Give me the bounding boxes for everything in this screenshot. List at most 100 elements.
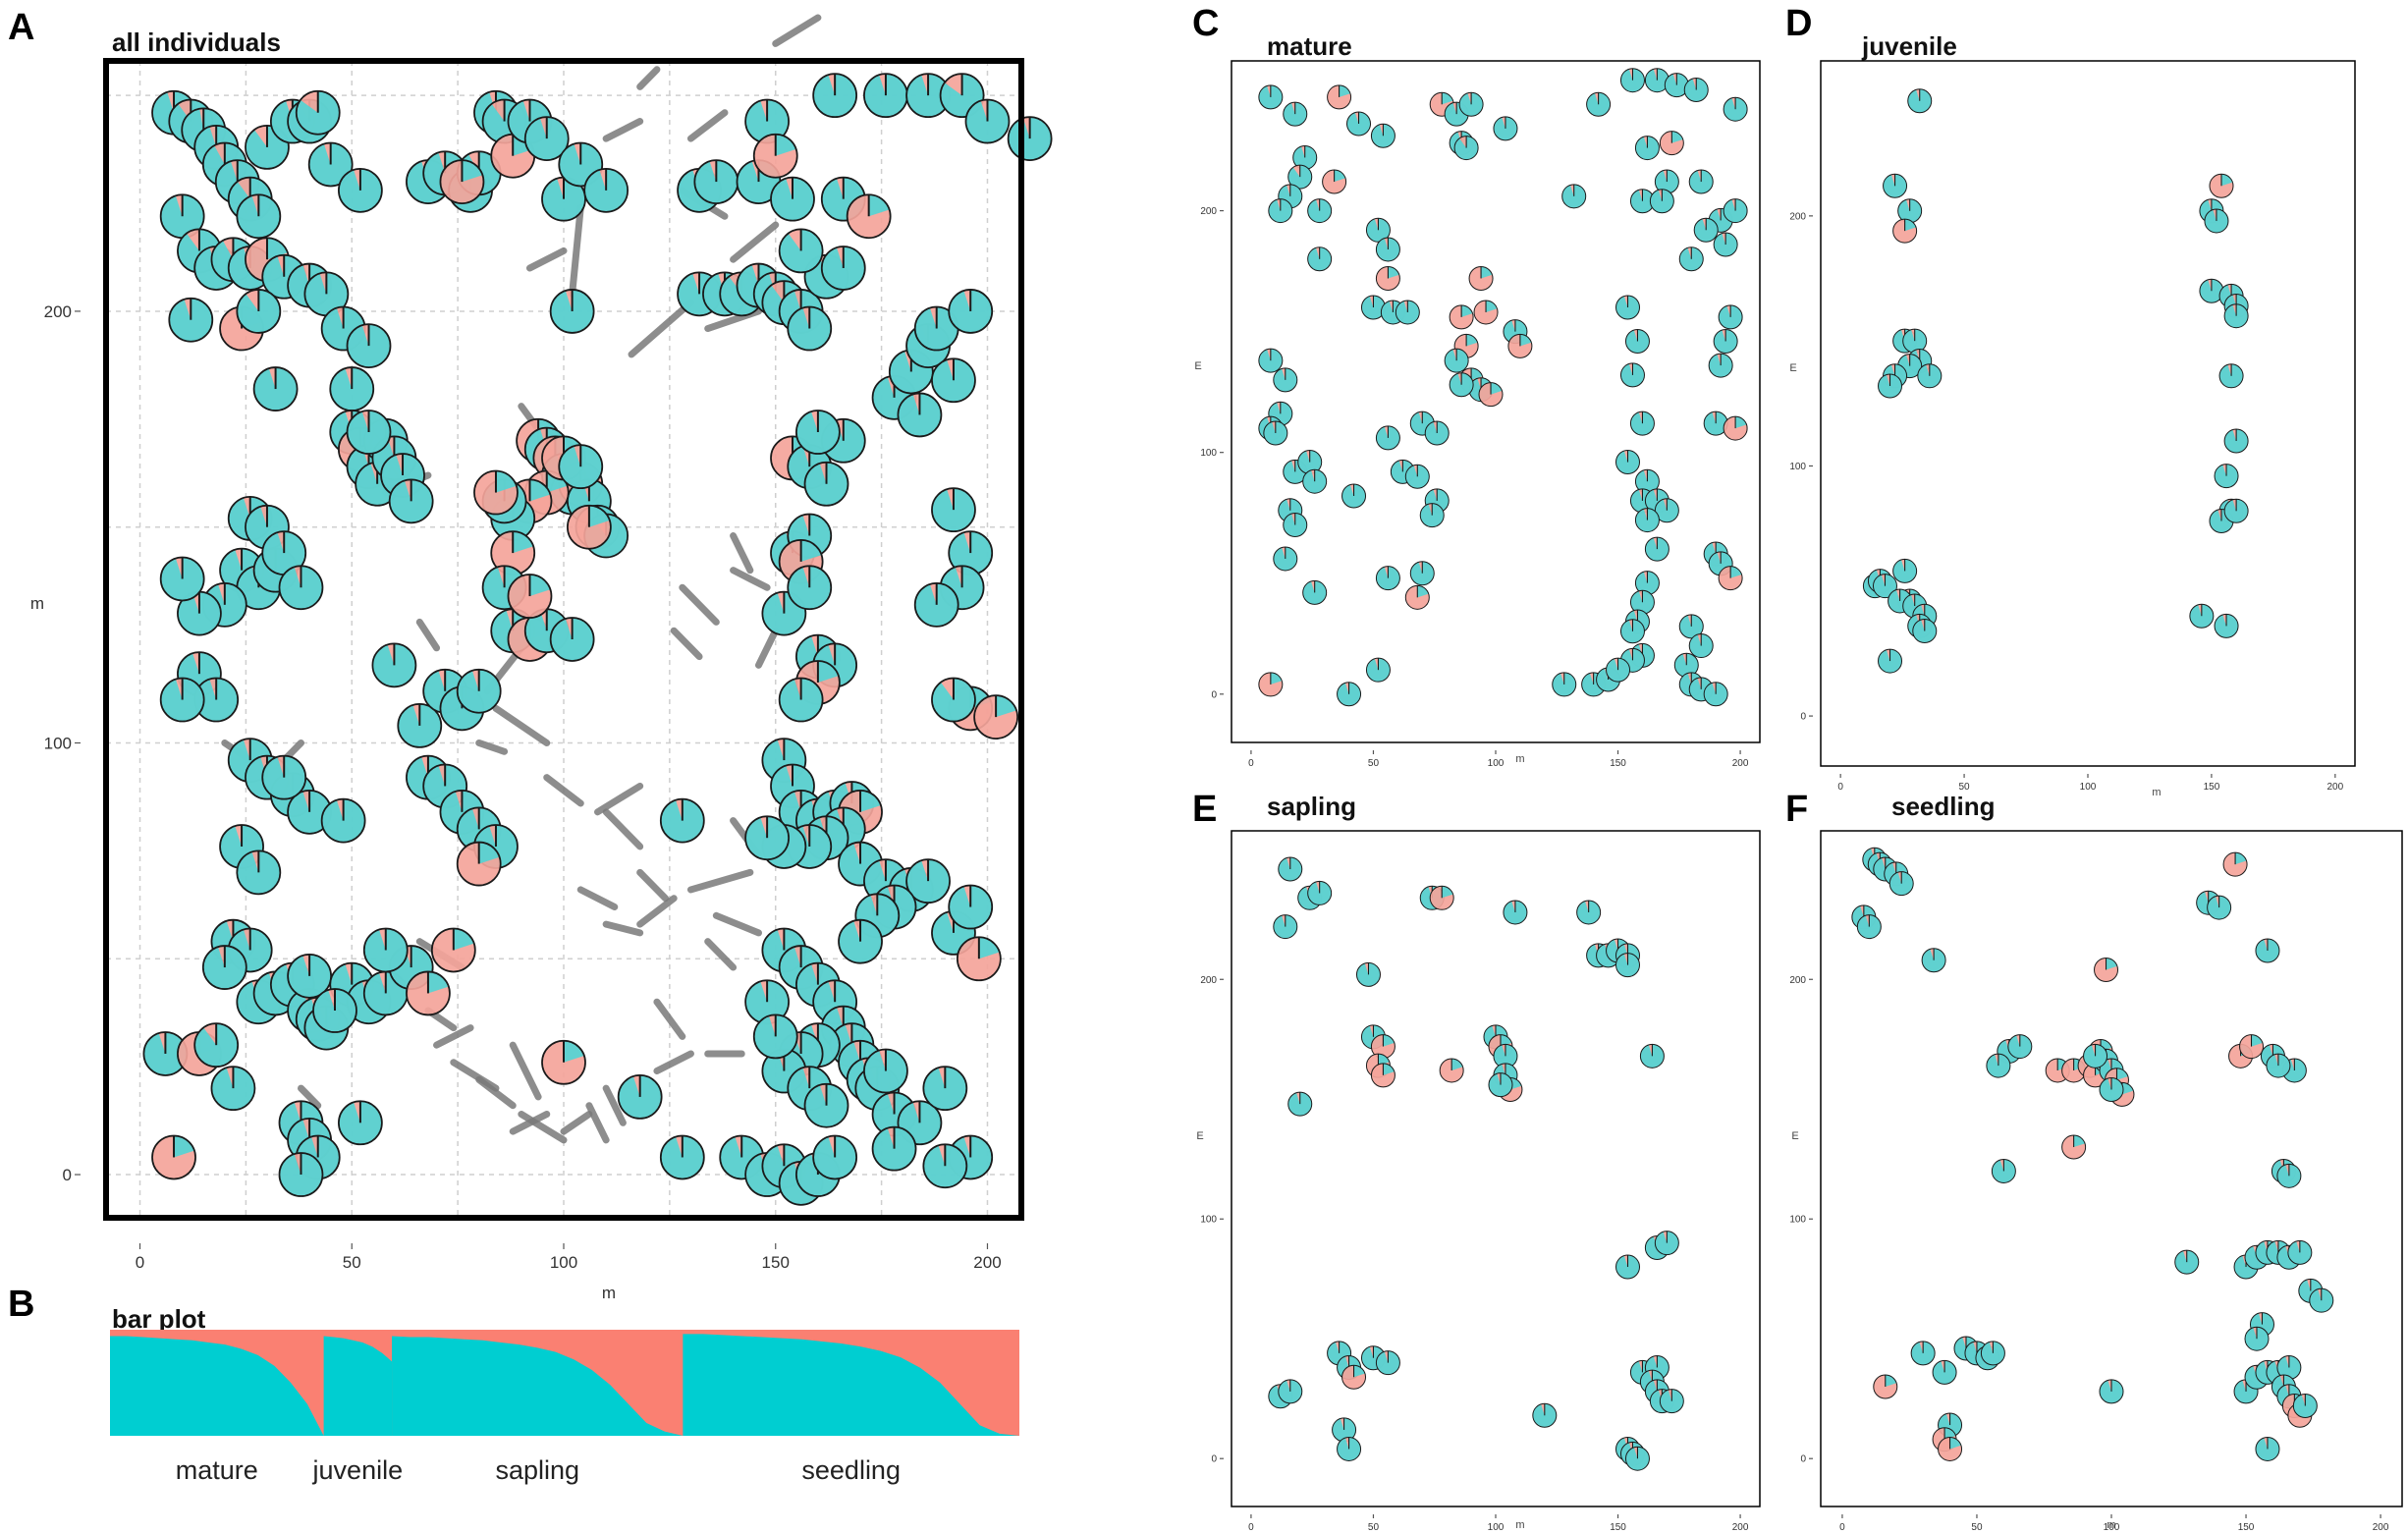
pie-point-15 xyxy=(1986,1053,2011,1078)
pie-point-48 xyxy=(1624,1446,1650,1471)
pie-point-28-rim xyxy=(2239,1034,2265,1060)
displacement-track-15 xyxy=(754,627,780,669)
pie-point-84-slice xyxy=(347,411,391,455)
pie-point-23-rim xyxy=(1322,169,1347,194)
pie-point-184 xyxy=(948,884,994,930)
y-tick-label-0: 0 xyxy=(1211,1454,1217,1465)
pie-point-38 xyxy=(1337,1436,1362,1461)
pie-point-95-rim xyxy=(1619,619,1645,644)
pie-point-68 xyxy=(2255,1436,2280,1461)
pie-point-31-rim xyxy=(1693,217,1719,243)
pie-point-27-rim xyxy=(1892,558,1918,583)
x-tick-label-4: 200 xyxy=(1732,1522,1749,1533)
panel-a-title: all individuals xyxy=(112,27,281,57)
pie-point-44-rim xyxy=(964,98,1011,144)
pie-point-113 xyxy=(1606,657,1631,683)
pie-point-220-rim xyxy=(752,1014,798,1060)
pie-point-245-rim xyxy=(922,1143,968,1189)
pie-point-129 xyxy=(931,487,976,533)
pie-point-138-rim xyxy=(973,694,1018,740)
pie-point-174-rim xyxy=(744,815,790,861)
pie-point-105-slice xyxy=(529,575,551,597)
pie-point-101-rim xyxy=(1678,614,1704,639)
pie-point-79 xyxy=(1424,420,1450,446)
displacement-track-28 xyxy=(636,868,670,903)
pie-point-123-slice xyxy=(795,411,840,455)
pie-point-36-rim xyxy=(1278,1379,1303,1404)
pie-point-3-rim xyxy=(1892,218,1918,244)
pie-point-35-slice xyxy=(745,99,790,143)
pie-point-35-slice xyxy=(1366,218,1391,243)
x-tick-label-3: 150 xyxy=(2204,782,2220,793)
displacement-track-40 xyxy=(585,1102,610,1144)
pie-point-53 xyxy=(1615,295,1640,320)
pie-point-231-slice xyxy=(564,1040,584,1063)
pie-point-225 xyxy=(151,1134,196,1180)
pie-point-17-rim xyxy=(1370,1063,1396,1088)
displacement-track-36 xyxy=(509,1041,542,1101)
pie-point-36-slice xyxy=(775,134,796,156)
pie-point-25 xyxy=(2099,1076,2124,1102)
pie-point-161 xyxy=(236,849,282,896)
pie-point-8 xyxy=(1493,116,1518,141)
displacement-track-20 xyxy=(415,618,441,652)
pie-point-44-rim xyxy=(1449,304,1474,330)
pie-point-56-slice xyxy=(330,367,374,411)
pie-point-36-rim xyxy=(2214,613,2239,638)
pie-point-40-rim xyxy=(812,73,858,119)
pie-point-35-rim xyxy=(1365,217,1391,243)
x-tick-label-2: 100 xyxy=(2080,782,2097,793)
pie-point-136-slice xyxy=(779,678,823,722)
pie-point-6 xyxy=(1503,900,1528,925)
pie-point-153-rim xyxy=(320,797,366,844)
pie-point-23-slice xyxy=(1334,170,1346,183)
pie-point-138 xyxy=(973,694,1018,740)
pie-point-23-slice xyxy=(462,160,483,183)
pie-point-49 xyxy=(1449,372,1474,398)
pie-point-91 xyxy=(1404,584,1430,610)
pie-point-3-slice xyxy=(1904,219,1917,232)
pie-point-11-slice xyxy=(2221,174,2233,187)
pie-point-52 xyxy=(1507,333,1533,358)
pie-point-28-rim xyxy=(1688,169,1714,194)
pie-point-9 xyxy=(1878,373,1903,399)
x-tick-label-4: 200 xyxy=(2327,782,2344,793)
pie-point-203-rim xyxy=(312,988,357,1033)
pie-point-62 xyxy=(1258,348,1284,373)
pie-point-25 xyxy=(1639,1043,1665,1068)
pie-point-181-rim xyxy=(659,797,705,844)
pie-point-33-rim xyxy=(1991,1158,2016,1183)
pie-point-62 xyxy=(2276,1354,2302,1380)
pie-point-34 xyxy=(1649,189,1674,214)
pie-point-29-slice xyxy=(541,177,585,221)
pie-point-5 xyxy=(1902,328,1928,354)
pie-point-16-slice xyxy=(296,90,340,135)
pie-point-45-rim xyxy=(1007,116,1053,161)
pie-point-54 xyxy=(1624,328,1650,354)
plot-frame xyxy=(103,58,1024,1221)
pie-point-178 xyxy=(905,858,951,904)
pie-point-245 xyxy=(922,1143,968,1189)
y-tick-label-1: 100 xyxy=(44,734,72,752)
pie-point-13 xyxy=(1355,961,1381,987)
panel-f-letter: F xyxy=(1785,789,1808,830)
pie-point-33-rim xyxy=(1678,247,1704,272)
pie-point-90-rim xyxy=(1409,561,1435,586)
displacement-track-35 xyxy=(475,1075,517,1110)
pie-point-0-rim xyxy=(1258,84,1284,110)
pie-point-140 xyxy=(371,642,417,688)
pie-point-6 xyxy=(1856,914,1882,940)
pie-point-67-slice xyxy=(2293,1394,2318,1418)
pie-point-61-slice xyxy=(1735,416,1747,429)
pie-point-37-slice xyxy=(1332,1417,1356,1442)
pie-point-143-rim xyxy=(159,677,205,723)
pie-point-31-rim xyxy=(583,167,629,213)
pie-point-56-slice xyxy=(1630,411,1655,436)
pie-point-0-rim xyxy=(1278,856,1303,882)
x-tick-label-3: 150 xyxy=(1610,1522,1626,1533)
pie-point-7-rim xyxy=(1921,948,1946,973)
pie-point-128-rim xyxy=(787,565,833,611)
pie-point-244 xyxy=(871,1125,917,1172)
pie-point-60-slice xyxy=(1704,411,1728,436)
pie-point-58-slice xyxy=(1714,329,1738,354)
